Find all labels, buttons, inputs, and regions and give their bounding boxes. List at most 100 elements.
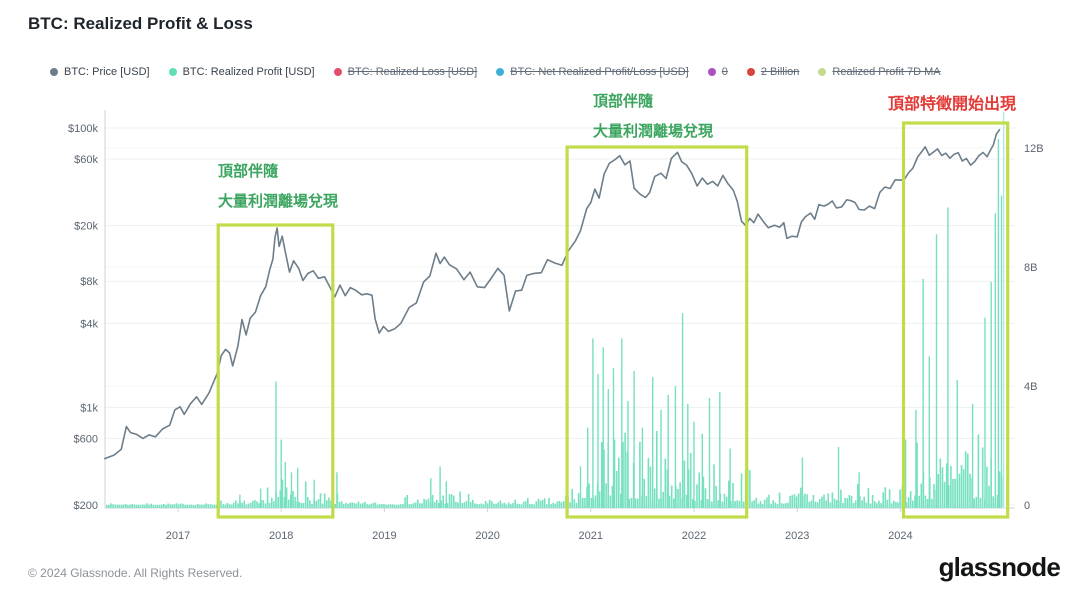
realized-profit-bar bbox=[914, 495, 916, 508]
realized-profit-bar bbox=[319, 493, 322, 508]
realized-profit-bar bbox=[436, 499, 438, 508]
realized-profit-spike bbox=[579, 466, 582, 508]
realized-profit-bar bbox=[374, 502, 377, 508]
realized-profit-bar bbox=[440, 500, 442, 508]
realized-profit-bar bbox=[772, 500, 774, 508]
realized-profit-bar bbox=[349, 502, 351, 508]
y-left-tick-label: $8k bbox=[80, 276, 98, 288]
realized-profit-bar bbox=[590, 498, 593, 508]
realized-profit-bar bbox=[323, 493, 326, 508]
realized-profit-bar bbox=[793, 494, 796, 508]
legend-item-zero[interactable]: 0 bbox=[707, 66, 728, 78]
realized-profit-spike bbox=[275, 381, 277, 508]
y-right-tick-label: 4B bbox=[1024, 381, 1037, 393]
realized-profit-bar bbox=[546, 504, 548, 508]
realized-profit-bar bbox=[548, 497, 550, 508]
legend-item-profit-7d-ma[interactable]: Realized Profit 7D MA bbox=[818, 66, 941, 78]
realized-profit-bar bbox=[658, 498, 660, 508]
realized-profit-bar bbox=[907, 497, 910, 508]
realized-profit-bar bbox=[755, 497, 758, 508]
realized-profit-bar bbox=[307, 497, 309, 508]
legend-item-realized-profit[interactable]: BTC: Realized Profit [USD] bbox=[168, 66, 315, 78]
realized-profit-spike bbox=[984, 317, 986, 508]
realized-profit-bar bbox=[302, 502, 305, 508]
realized-profit-bar bbox=[626, 451, 628, 508]
realized-profit-bar bbox=[950, 466, 952, 508]
legend-item-net-realized[interactable]: BTC: Net Realized Profit/Loss [USD] bbox=[496, 66, 689, 78]
series-dot-icon bbox=[707, 68, 716, 76]
realized-profit-bar bbox=[133, 504, 136, 508]
realized-profit-spike bbox=[445, 481, 447, 508]
realized-profit-bar bbox=[639, 441, 641, 508]
realized-profit-bar bbox=[973, 498, 975, 508]
realized-profit-bar bbox=[749, 470, 751, 508]
realized-profit-bar bbox=[112, 504, 114, 508]
realized-profit-bar bbox=[285, 487, 288, 508]
annotation-top-2021: 頂部伴隨 大量利潤離場兌現 bbox=[593, 87, 713, 147]
realized-profit-bar bbox=[931, 498, 933, 508]
realized-profit-bar bbox=[252, 500, 254, 508]
realized-profit-bar bbox=[118, 504, 121, 508]
realized-profit-spike bbox=[681, 313, 684, 508]
realized-profit-bar bbox=[311, 504, 313, 508]
series-dot-icon bbox=[168, 68, 177, 76]
realized-profit-bar bbox=[812, 495, 815, 508]
realized-profit-bar bbox=[175, 503, 178, 508]
realized-profit-bar bbox=[520, 504, 523, 508]
legend-item-realized-loss[interactable]: BTC: Realized Loss [USD] bbox=[333, 66, 477, 78]
realized-profit-bar bbox=[874, 501, 876, 508]
realized-profit-bar bbox=[977, 434, 980, 508]
realized-profit-bar bbox=[884, 487, 887, 508]
realized-profit-bar bbox=[328, 497, 330, 508]
realized-profit-bar bbox=[351, 502, 353, 508]
realized-profit-bar bbox=[508, 502, 510, 508]
realized-profit-bar bbox=[821, 496, 823, 508]
realized-profit-bar bbox=[992, 496, 994, 508]
realized-profit-bar bbox=[279, 490, 282, 508]
realized-profit-bar bbox=[899, 489, 901, 508]
realized-profit-bar bbox=[986, 466, 988, 508]
realized-profit-bar bbox=[863, 496, 865, 508]
realized-profit-bar bbox=[245, 504, 248, 508]
x-tick-label: 2020 bbox=[475, 530, 499, 542]
realized-profit-bar bbox=[448, 494, 451, 508]
realized-profit-bar bbox=[952, 478, 954, 508]
realized-profit-bar bbox=[188, 504, 191, 508]
realized-profit-bar bbox=[465, 501, 468, 508]
realized-profit-bar bbox=[814, 501, 817, 508]
highlight-box-top-2018 bbox=[216, 223, 335, 519]
realized-profit-bar bbox=[135, 504, 138, 508]
realized-profit-bar bbox=[116, 504, 119, 508]
realized-profit-bar bbox=[455, 501, 457, 508]
realized-profit-bar bbox=[197, 504, 199, 508]
realized-profit-bar bbox=[400, 504, 402, 508]
realized-profit-bar bbox=[943, 481, 946, 508]
realized-profit-spike bbox=[660, 409, 662, 508]
realized-profit-bar bbox=[476, 503, 478, 508]
annotation-line: 頂部特徵開始出現 bbox=[888, 96, 1017, 113]
realized-profit-bar bbox=[882, 492, 884, 508]
realized-profit-bar bbox=[677, 489, 679, 508]
realized-profit-bar bbox=[643, 478, 645, 508]
realized-profit-bar bbox=[408, 504, 411, 508]
realized-profit-bar bbox=[577, 493, 580, 508]
realized-profit-bar bbox=[624, 432, 626, 508]
realized-profit-bar bbox=[345, 502, 347, 508]
realized-profit-bar bbox=[924, 495, 927, 508]
legend-item-btc-price[interactable]: BTC: Price [USD] bbox=[50, 66, 150, 78]
realized-profit-bar bbox=[804, 493, 806, 508]
realized-profit-spike bbox=[587, 427, 589, 508]
realized-profit-bar bbox=[723, 493, 726, 508]
realized-profit-spike bbox=[956, 380, 958, 508]
realized-profit-spike bbox=[701, 433, 703, 508]
realized-profit-bar bbox=[785, 503, 787, 508]
realized-profit-bar bbox=[535, 501, 538, 508]
x-tick-label: 2018 bbox=[269, 530, 293, 542]
realized-profit-bar bbox=[871, 495, 874, 508]
realized-profit-bar bbox=[467, 494, 470, 508]
realized-profit-bar bbox=[144, 504, 146, 508]
realized-profit-bar bbox=[869, 503, 872, 508]
legend-item-2-billion[interactable]: 2 Billion bbox=[746, 66, 799, 78]
realized-profit-bar bbox=[886, 499, 889, 508]
